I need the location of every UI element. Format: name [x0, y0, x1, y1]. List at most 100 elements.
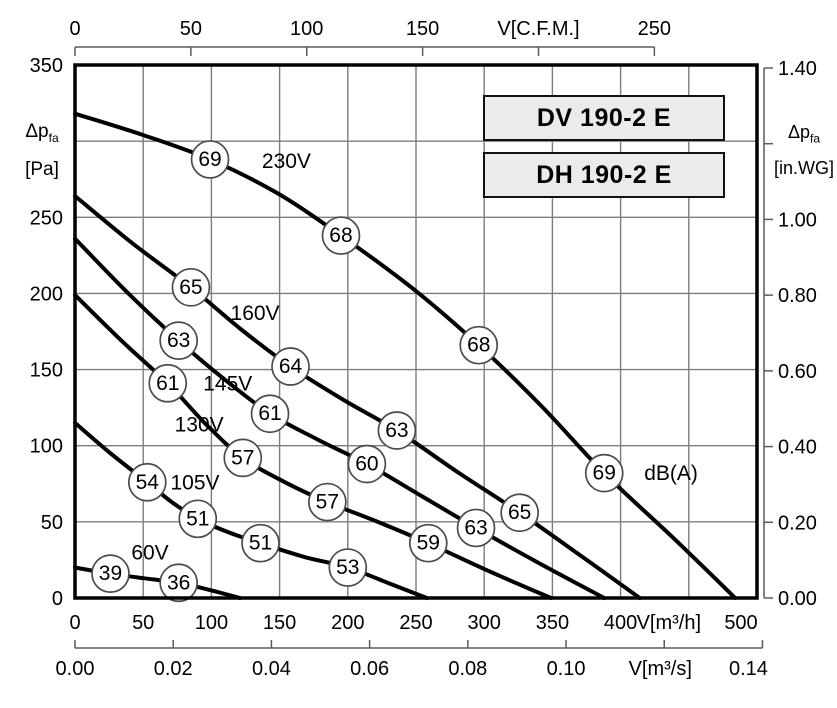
left-axis-unit: [Pa] — [25, 158, 59, 180]
db-marker-circle — [159, 321, 199, 360]
m3h-tick-label: V[m³/h] — [637, 612, 701, 634]
db-marker-value: 68 — [467, 334, 490, 357]
voltage-label-60V: 60V — [131, 541, 168, 564]
db-marker-circle — [459, 325, 499, 365]
m3s-tick-label: 0.08 — [448, 658, 487, 680]
cfm-tick-label: 250 — [638, 18, 671, 40]
plot-frame — [73, 63, 759, 600]
m3s-tick-label: 0.06 — [350, 658, 389, 680]
m3h-tick-label: 500 — [724, 612, 757, 634]
db-marker-circle — [377, 411, 417, 450]
db-marker-circle — [178, 499, 218, 539]
curve-130V — [73, 293, 553, 600]
cfm-tick-label: 150 — [406, 18, 439, 40]
m3h-tick-label: 400 — [604, 612, 637, 634]
db-unit-label: dB(A) — [644, 462, 698, 485]
pa-tick-label: 100 — [30, 436, 63, 458]
curve-145V — [73, 236, 607, 600]
m3h-tick-label: 150 — [263, 612, 296, 634]
db-marker-value: 57 — [231, 446, 254, 469]
right-axis-symbol: Δpfa — [787, 122, 821, 146]
m3h-tick-label: 200 — [331, 612, 364, 634]
voltage-label-145V: 145V — [203, 372, 252, 395]
m3s-tick-label: 0.02 — [154, 658, 193, 680]
db-marker-value: 60 — [355, 452, 378, 475]
db-marker-circle — [456, 508, 496, 548]
m3h-tick-label: 0 — [69, 612, 80, 634]
db-marker-circle — [328, 548, 368, 587]
model-label-dv-text: DV 190-2 E — [536, 103, 672, 132]
db-marker-value: 63 — [385, 419, 408, 442]
cfm-tick-label: 100 — [290, 18, 323, 40]
model-label-dh-text: DH 190-2 E — [536, 160, 672, 189]
db-marker-circle — [171, 267, 211, 307]
cfm-tick-label: 50 — [180, 18, 202, 40]
db-marker-value: 53 — [336, 556, 359, 579]
db-marker-circle — [347, 444, 387, 484]
db-marker-value: 65 — [179, 276, 202, 299]
curve-160V — [73, 194, 642, 600]
db-marker-circle — [241, 523, 280, 563]
m3h-tick-label: 100 — [195, 612, 228, 634]
db-marker-circle — [148, 363, 188, 403]
db-marker-circle — [584, 453, 624, 493]
db-marker-circle — [307, 482, 347, 522]
db-marker-value: 69 — [593, 462, 616, 485]
model-label-dv: DV 190-2 E — [483, 95, 725, 141]
db-marker-circle — [190, 140, 230, 179]
inwg-tick-label: 0.00 — [778, 588, 817, 610]
pa-tick-label: 200 — [30, 283, 63, 305]
db-marker-circle — [500, 493, 540, 533]
db-marker-value: 57 — [316, 491, 339, 514]
voltage-label-230V: 230V — [262, 150, 311, 173]
db-marker-value: 51 — [186, 507, 209, 530]
pa-tick-label: 250 — [30, 207, 63, 229]
db-marker-value: 63 — [464, 516, 487, 539]
inwg-tick-label: 1.40 — [778, 58, 817, 80]
pa-tick-label: 350 — [30, 55, 63, 77]
right-axis-unit: [in.WG] — [773, 157, 834, 178]
voltage-label-160V: 160V — [231, 302, 280, 325]
db-marker-value: 39 — [99, 562, 122, 585]
model-label-dh: DH 190-2 E — [483, 152, 725, 198]
m3h-tick-label: 350 — [536, 612, 569, 634]
db-marker-value: 51 — [249, 532, 272, 555]
db-marker-value: 64 — [279, 355, 303, 378]
db-marker-circle — [271, 347, 310, 386]
db-marker-value: 69 — [198, 148, 221, 171]
cfm-tick-label: V[C.F.M.] — [497, 18, 579, 40]
m3s-tick-label: V[m³/s] — [629, 658, 692, 680]
pa-tick-label: 150 — [30, 360, 63, 382]
db-marker-circle — [223, 438, 263, 478]
voltage-label-105V: 105V — [171, 471, 220, 494]
db-marker-circle — [159, 563, 199, 603]
m3s-tick-label: 0.04 — [252, 658, 291, 680]
m3h-tick-label: 250 — [399, 612, 432, 634]
db-marker-circle — [321, 216, 361, 255]
db-marker-circle — [250, 394, 290, 434]
m3h-tick-label: 50 — [132, 612, 154, 634]
inwg-tick-label: 0.80 — [778, 285, 817, 307]
inwg-tick-label: 0.60 — [778, 361, 817, 383]
m3s-tick-label: 0.10 — [547, 658, 586, 680]
inwg-tick-label: 1.00 — [778, 209, 817, 231]
left-axis-symbol: Δpfa — [25, 121, 59, 145]
cfm-tick-label: 0 — [69, 18, 80, 40]
db-marker-circle — [91, 554, 130, 593]
inwg-tick-label: 0.40 — [778, 437, 817, 459]
db-marker-value: 59 — [417, 532, 440, 555]
m3s-tick-label: 0.14 — [729, 658, 768, 680]
db-marker-value: 54 — [136, 471, 160, 494]
db-marker-value: 61 — [258, 402, 281, 425]
m3s-tick-label: 0.00 — [56, 658, 95, 680]
db-marker-value: 61 — [156, 372, 179, 395]
inwg-tick-label: 0.20 — [778, 512, 817, 534]
db-marker-value: 68 — [329, 224, 352, 247]
voltage-label-130V: 130V — [175, 413, 224, 436]
left-axis-title: Δpfa [Pa] — [12, 116, 72, 185]
m3h-tick-label: 300 — [468, 612, 501, 634]
pa-tick-label: 0 — [52, 588, 63, 610]
db-marker-value: 63 — [167, 329, 190, 352]
